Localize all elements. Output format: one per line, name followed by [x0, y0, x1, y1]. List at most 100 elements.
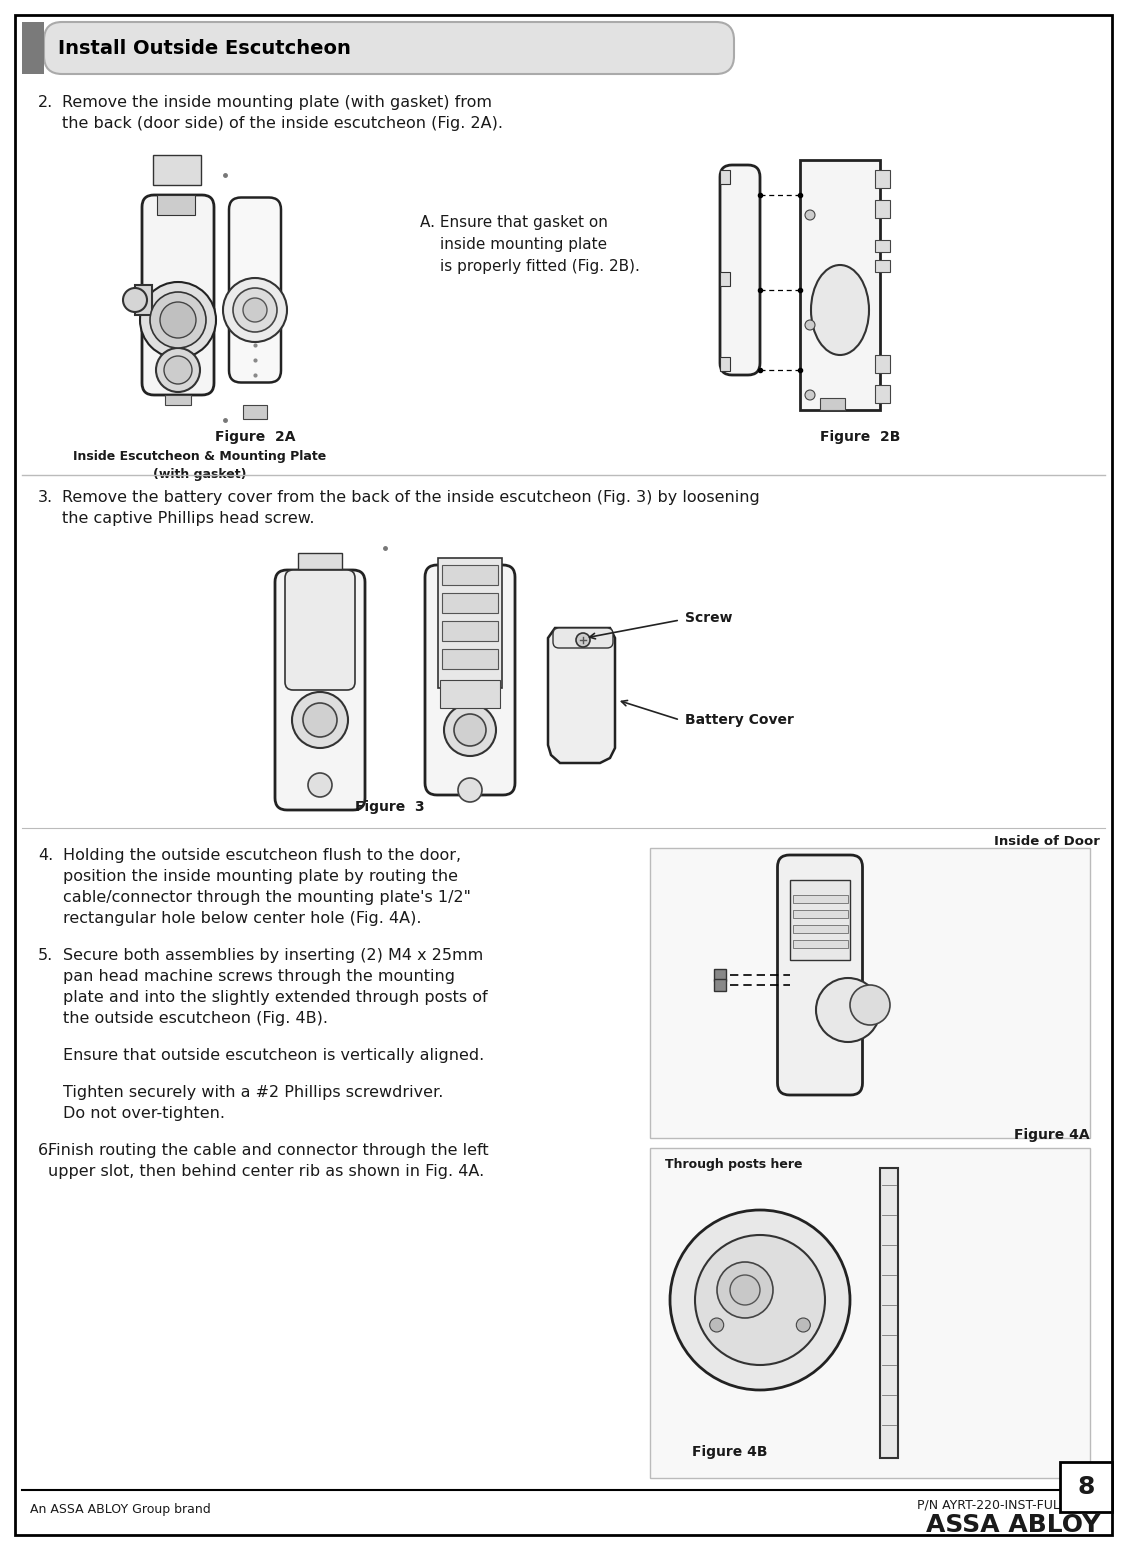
Circle shape	[165, 356, 192, 384]
Text: 4.: 4.	[38, 848, 53, 863]
Circle shape	[160, 302, 196, 338]
Circle shape	[576, 632, 591, 646]
Bar	[298, 553, 341, 569]
Text: Inside Escutcheon & Mounting Plate
(with gasket): Inside Escutcheon & Mounting Plate (with…	[73, 449, 327, 480]
Bar	[720, 356, 730, 370]
Bar	[820, 398, 845, 411]
Bar	[1061, 1462, 1112, 1511]
Circle shape	[850, 984, 890, 1025]
Polygon shape	[135, 285, 152, 315]
Bar	[23, 22, 44, 74]
Text: 8: 8	[1077, 1476, 1094, 1499]
Bar	[793, 939, 848, 949]
Bar	[875, 240, 890, 253]
Circle shape	[805, 391, 815, 400]
Bar	[438, 558, 502, 688]
Text: Tighten securely with a #2 Phillips screwdriver.: Tighten securely with a #2 Phillips scre…	[63, 1085, 443, 1100]
Text: position the inside mounting plate by routing the: position the inside mounting plate by ro…	[63, 870, 458, 883]
Polygon shape	[548, 628, 615, 763]
Text: the captive Phillips head screw.: the captive Phillips head screw.	[62, 512, 314, 525]
Circle shape	[243, 298, 267, 322]
Text: cable/connector through the mounting plate's 1/2": cable/connector through the mounting pla…	[63, 890, 471, 905]
Circle shape	[805, 209, 815, 220]
Bar	[157, 195, 195, 215]
Text: ASSA ABLOY: ASSA ABLOY	[925, 1513, 1100, 1538]
Text: Screw: Screw	[685, 611, 733, 625]
Bar	[800, 160, 880, 411]
Bar	[720, 271, 730, 287]
Text: Remove the battery cover from the back of the inside escutcheon (Fig. 3) by loos: Remove the battery cover from the back o…	[62, 490, 760, 505]
Bar	[165, 395, 190, 405]
Text: 6.: 6.	[38, 1142, 53, 1158]
Bar	[440, 680, 500, 708]
Text: the back (door side) of the inside escutcheon (Fig. 2A).: the back (door side) of the inside escut…	[62, 116, 503, 132]
Text: Battery Cover: Battery Cover	[685, 713, 793, 727]
Bar	[650, 848, 1090, 1138]
Circle shape	[140, 282, 216, 358]
Circle shape	[292, 691, 348, 749]
FancyBboxPatch shape	[275, 570, 365, 811]
Text: Figure  2B: Figure 2B	[819, 429, 900, 443]
FancyBboxPatch shape	[553, 628, 613, 648]
Bar	[875, 200, 890, 219]
Bar	[442, 594, 498, 612]
Text: Ensure that outside escutcheon is vertically aligned.: Ensure that outside escutcheon is vertic…	[63, 1048, 485, 1063]
Bar	[793, 910, 848, 918]
Circle shape	[444, 704, 496, 756]
Text: Through posts here: Through posts here	[665, 1158, 802, 1170]
Text: Figure 4B: Figure 4B	[692, 1445, 767, 1459]
Bar	[153, 155, 201, 184]
Circle shape	[303, 704, 337, 736]
Text: Secure both assemblies by inserting (2) M4 x 25mm: Secure both assemblies by inserting (2) …	[63, 949, 483, 963]
FancyBboxPatch shape	[142, 195, 214, 395]
Text: plate and into the slightly extended through posts of: plate and into the slightly extended thr…	[63, 990, 488, 1004]
Bar	[243, 405, 267, 418]
Bar	[790, 880, 850, 959]
Text: P/N AYRT-220-INST-FUL Rev A: P/N AYRT-220-INST-FUL Rev A	[917, 1499, 1100, 1511]
Circle shape	[233, 288, 277, 332]
Text: Do not over-tighten.: Do not over-tighten.	[63, 1107, 225, 1121]
Text: Holding the outside escutcheon flush to the door,: Holding the outside escutcheon flush to …	[63, 848, 461, 863]
Bar	[720, 170, 730, 184]
Circle shape	[797, 1318, 810, 1331]
Text: An ASSA ABLOY Group brand: An ASSA ABLOY Group brand	[30, 1504, 211, 1516]
Circle shape	[458, 778, 482, 801]
Text: 5.: 5.	[38, 949, 53, 963]
Bar	[442, 649, 498, 670]
Text: Finish routing the cable and connector through the left: Finish routing the cable and connector t…	[48, 1142, 489, 1158]
Text: Remove the inside mounting plate (with gasket) from: Remove the inside mounting plate (with g…	[62, 95, 492, 110]
Text: Figure 4A: Figure 4A	[1014, 1128, 1090, 1142]
Circle shape	[150, 291, 206, 349]
Text: Figure  2A: Figure 2A	[215, 429, 295, 443]
FancyBboxPatch shape	[720, 164, 760, 375]
Text: pan head machine screws through the mounting: pan head machine screws through the moun…	[63, 969, 455, 984]
Circle shape	[308, 773, 332, 797]
FancyBboxPatch shape	[778, 856, 862, 1094]
Bar	[442, 566, 498, 584]
Text: is properly fitted (Fig. 2B).: is properly fitted (Fig. 2B).	[440, 259, 640, 274]
Text: Figure  3: Figure 3	[355, 800, 425, 814]
Bar	[793, 894, 848, 904]
Circle shape	[710, 1318, 724, 1331]
Circle shape	[816, 978, 880, 1042]
Text: rectangular hole below center hole (Fig. 4A).: rectangular hole below center hole (Fig.…	[63, 911, 421, 925]
Text: inside mounting plate: inside mounting plate	[440, 237, 607, 253]
Circle shape	[669, 1211, 850, 1390]
Text: 3.: 3.	[38, 490, 53, 505]
FancyBboxPatch shape	[425, 566, 515, 795]
Bar	[880, 1169, 898, 1459]
Circle shape	[123, 288, 147, 312]
Circle shape	[454, 715, 486, 746]
Circle shape	[223, 277, 287, 343]
Text: Inside of Door: Inside of Door	[994, 835, 1100, 848]
Bar	[875, 260, 890, 271]
Circle shape	[695, 1235, 825, 1366]
Bar	[442, 622, 498, 642]
Text: Install Outside Escutcheon: Install Outside Escutcheon	[57, 39, 350, 57]
Bar	[793, 925, 848, 933]
Ellipse shape	[811, 265, 869, 355]
Text: the outside escutcheon (Fig. 4B).: the outside escutcheon (Fig. 4B).	[63, 1011, 328, 1026]
Text: 2.: 2.	[38, 95, 53, 110]
Circle shape	[730, 1276, 760, 1305]
Circle shape	[717, 1262, 773, 1317]
